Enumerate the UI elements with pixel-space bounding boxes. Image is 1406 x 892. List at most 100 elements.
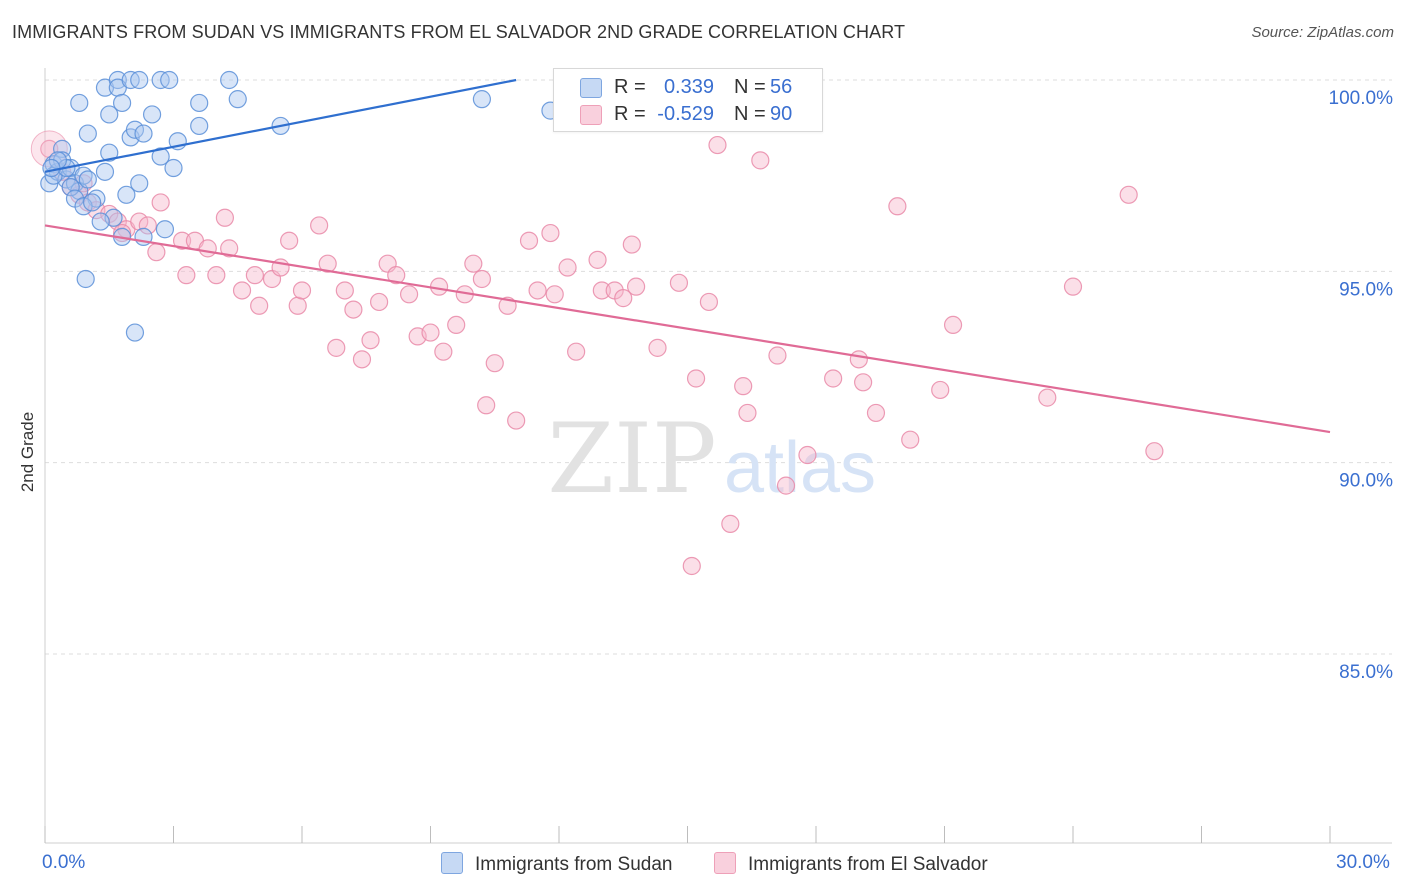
sudan-point	[164, 158, 183, 178]
sudan-point	[125, 323, 145, 342]
sudan-point	[74, 197, 93, 216]
r-label: R =	[614, 103, 646, 125]
salvador-point	[232, 281, 252, 300]
sudan-point	[78, 124, 97, 143]
sudan-point	[70, 93, 89, 113]
salvador-point	[931, 380, 950, 400]
sudan-point	[130, 70, 149, 90]
salvador-point	[245, 266, 264, 285]
x-min-label: 0.0%	[42, 852, 86, 873]
sudan-point	[117, 185, 136, 204]
sudan-point	[160, 70, 179, 90]
n-label: N =	[734, 76, 766, 98]
sudan-point	[76, 269, 95, 289]
salvador-point	[318, 254, 337, 273]
salvador-legend-label: Immigrants from El Salvador	[748, 854, 988, 875]
salvador-point	[669, 273, 689, 292]
sudan-trend-line	[44, 78, 517, 173]
salvador-point	[220, 239, 239, 258]
salvador-point	[849, 350, 868, 369]
n-label: N =	[734, 103, 766, 125]
axes	[44, 68, 1392, 844]
sudan-point	[108, 70, 127, 90]
salvador-point	[1063, 277, 1083, 296]
sudan-point	[220, 70, 239, 90]
salvador-point	[399, 285, 419, 304]
r-value: 0.339	[663, 76, 714, 98]
salvador-point	[292, 281, 312, 300]
salvador-point	[485, 354, 504, 373]
salvador-point	[447, 315, 466, 335]
salvador-point	[768, 346, 787, 365]
sudan-point	[151, 147, 170, 166]
salvador-point	[387, 266, 406, 285]
watermark-zip: ZIP	[547, 403, 716, 515]
salvador-legend-swatch	[714, 852, 736, 874]
salvador-point	[477, 396, 496, 415]
salvador-point	[138, 216, 157, 235]
salvador-point	[421, 323, 440, 342]
sudan-swatch	[580, 78, 602, 98]
sudan-legend-label: Immigrants from Sudan	[475, 854, 673, 875]
salvador-point	[344, 300, 363, 319]
salvador-point	[280, 231, 299, 250]
salvador-point	[528, 281, 547, 300]
salvador-point	[464, 254, 483, 273]
r-label: R =	[614, 76, 646, 98]
salvador-point	[429, 277, 449, 296]
salvador-point	[588, 250, 607, 269]
n-value: 90	[770, 103, 793, 125]
y-tick-label: 90.0%	[1339, 471, 1393, 492]
sudan-point	[155, 220, 175, 239]
salvador-point	[686, 369, 706, 388]
salvador-point	[541, 223, 560, 243]
salvador-point	[699, 292, 719, 312]
salvador-point	[335, 281, 354, 300]
salvador-point	[1038, 388, 1057, 407]
salvador-point	[434, 342, 453, 361]
sudan-point	[91, 212, 110, 231]
salvador-point	[361, 331, 380, 350]
sudan-point	[130, 174, 149, 193]
salvador-point	[721, 514, 740, 533]
salvador-swatch	[580, 105, 602, 125]
salvador-point	[288, 296, 307, 315]
bottom-legend: Immigrants from Sudan Immigrants from El…	[0, 852, 1406, 878]
grid-lines	[45, 79, 1392, 655]
salvador-point	[250, 296, 269, 315]
salvador-point	[215, 208, 234, 227]
salvador-point	[147, 243, 166, 262]
sudan-point	[112, 93, 132, 113]
sudan-point	[472, 90, 491, 109]
sudan-point	[83, 193, 102, 212]
sudan-point	[190, 116, 209, 136]
salvador-point	[854, 373, 873, 392]
salvador-point	[207, 266, 226, 285]
salvador-point	[352, 350, 372, 369]
legend-item-salvador[interactable]: Immigrants from El Salvador	[714, 852, 988, 876]
n-value: 56	[770, 76, 793, 98]
salvador-point	[648, 338, 667, 357]
salvador-point	[172, 231, 192, 250]
sudan-point	[142, 105, 162, 124]
salvador-point	[198, 239, 217, 258]
legend-item-sudan[interactable]: Immigrants from Sudan	[441, 852, 672, 876]
salvador-point	[866, 403, 886, 423]
salvador-point	[370, 292, 389, 312]
salvador-point	[1145, 442, 1164, 461]
y-tick-label: 85.0%	[1339, 662, 1393, 683]
salvador-point	[824, 369, 843, 388]
salvador-point	[592, 281, 611, 300]
salvador-point	[798, 445, 817, 465]
sudan-point	[100, 105, 119, 124]
watermark-atlas: atlas	[724, 428, 876, 508]
salvador-point	[708, 135, 727, 155]
sudan-point	[61, 178, 80, 197]
salvador-point	[682, 556, 701, 576]
sudan-point	[42, 158, 61, 178]
y-tick-label: 95.0%	[1339, 279, 1393, 300]
salvador-point	[545, 285, 564, 304]
salvador-point	[151, 193, 170, 212]
sudan-legend-swatch	[441, 852, 463, 874]
